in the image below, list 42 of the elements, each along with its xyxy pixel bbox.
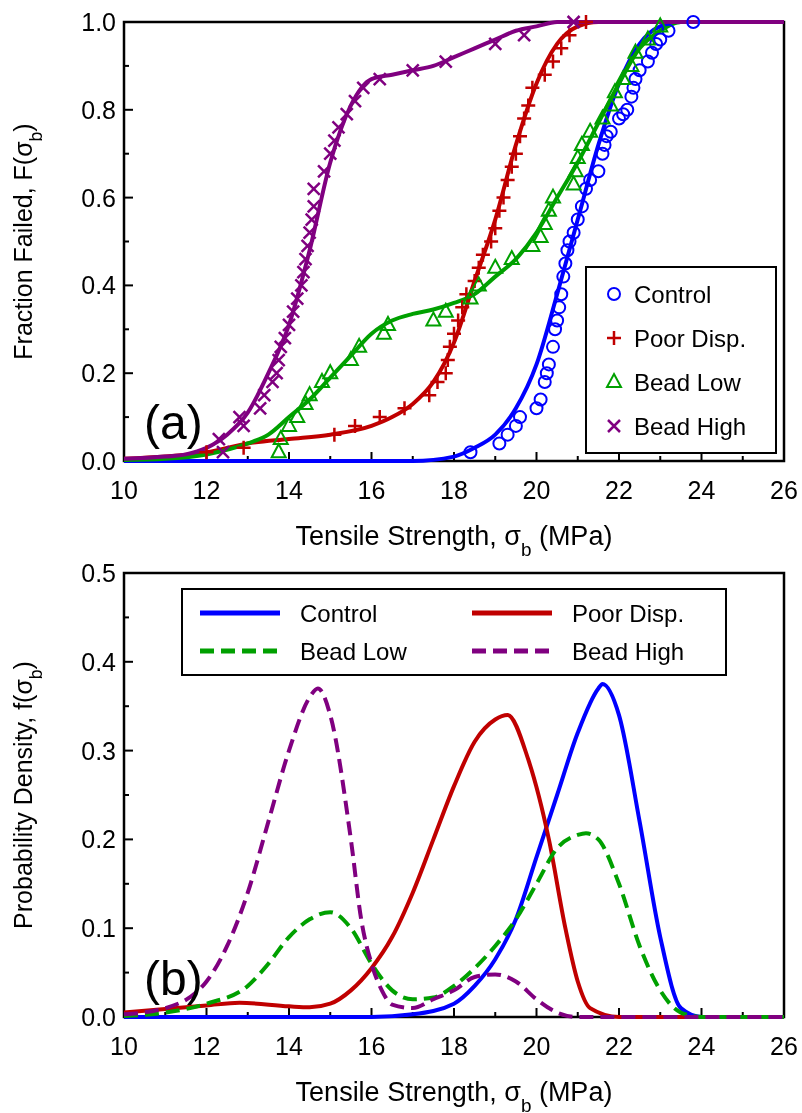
y-tick-label: 0.4 [81,271,117,300]
x-tick-label: 10 [110,476,138,504]
y-tick-label: 0.5 [81,559,116,587]
x-tick-label: 18 [440,1032,468,1060]
y-tick-label: 0.3 [81,736,116,765]
x-tick-label: 24 [687,476,716,504]
legend-label: Bead High [634,412,747,440]
x-tick-label: 12 [192,476,221,504]
x-tick-label: 20 [522,476,551,504]
x-tick-label: 18 [440,476,468,504]
annotation: (a) [144,396,203,449]
annotation: (b) [144,952,203,1005]
legend-label: Poor Disp. [634,324,747,352]
legend-label: Poor Disp. [572,599,685,627]
y-tick-label: 0.0 [81,1003,116,1031]
y-tick-label: 0.6 [81,183,116,212]
x-tick-label: 26 [770,476,798,504]
x-tick-label: 14 [275,476,303,504]
x-tick-label: 24 [687,1032,716,1060]
x-tick-label: 22 [605,476,633,504]
y-tick-label: 0.8 [81,95,116,124]
x-axis-title: Tensile Strength, σ$_{b}$ (MPa) [295,1077,613,1113]
x-tick-label: 14 [275,1032,303,1060]
x-tick-label: 22 [605,1032,633,1060]
y-tick-label: 0.2 [81,825,116,854]
legend-label: Bead Low [300,637,408,665]
x-tick-label: 10 [110,1032,138,1060]
legend-label: Control [634,280,712,308]
x-tick-label: 12 [192,1032,221,1060]
x-tick-label: 26 [770,1032,798,1060]
x-axis-title: Tensile Strength, σ$_{b}$ (MPa) [295,521,613,560]
legend-label: Bead Low [634,368,742,396]
y-tick-label: 0.1 [81,914,116,943]
y-tick-label: 0.2 [81,359,116,388]
legend-label: Control [300,599,378,627]
x-tick-label: 20 [522,1032,551,1060]
y-tick-label: 0.0 [81,447,116,475]
y-tick-label: 1.0 [81,8,116,36]
x-tick-label: 16 [357,476,386,504]
x-tick-label: 16 [357,1032,386,1060]
legend-label: Bead High [572,637,685,665]
y-tick-label: 0.4 [81,647,117,676]
